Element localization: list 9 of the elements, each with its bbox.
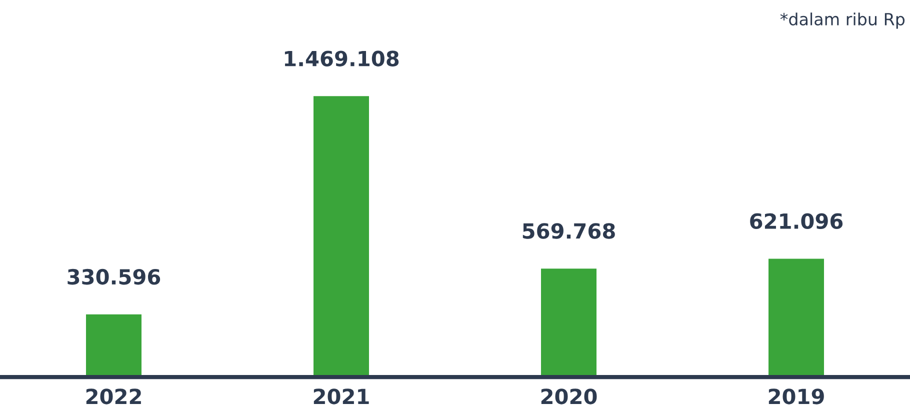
data-label: 1.469.108: [284, 50, 399, 66]
data-label: 330.596: [68, 268, 160, 285]
text: *dalam ribu Rp: [780, 12, 905, 29]
x-tick-label: 2022: [86, 388, 141, 404]
x-tick-label: 2021: [314, 388, 369, 404]
x-tick-label: 2020: [541, 388, 597, 404]
x-tick-label: 2019: [768, 388, 824, 404]
data-label: 569.768: [522, 223, 615, 239]
data-label: 621.096: [750, 213, 843, 229]
